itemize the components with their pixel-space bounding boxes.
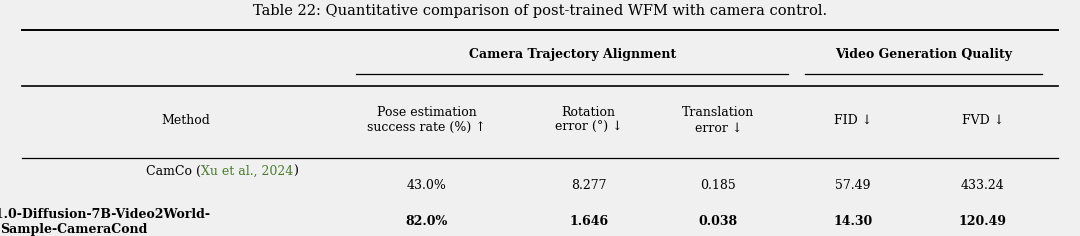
Text: 57.49: 57.49 [836, 179, 870, 192]
Text: Camera Trajectory Alignment: Camera Trajectory Alignment [469, 48, 676, 61]
Text: 1.646: 1.646 [569, 215, 608, 228]
Text: 14.30: 14.30 [834, 215, 873, 228]
Text: 43.0%: 43.0% [407, 179, 446, 192]
Text: Pose estimation
success rate (%) ↑: Pose estimation success rate (%) ↑ [367, 106, 486, 134]
Text: CamCo (: CamCo ( [146, 164, 201, 177]
Text: FID ↓: FID ↓ [834, 114, 873, 127]
Text: Rotation
error (°) ↓: Rotation error (°) ↓ [555, 106, 622, 134]
Text: Cosmos-1.0-Diffusion-7B-Video2World-
Sample-CameraCond: Cosmos-1.0-Diffusion-7B-Video2World- Sam… [0, 208, 211, 236]
Text: Translation
error ↓: Translation error ↓ [683, 106, 754, 134]
Text: 120.49: 120.49 [959, 215, 1007, 228]
Text: 0.185: 0.185 [700, 179, 737, 192]
Text: FVD ↓: FVD ↓ [961, 114, 1004, 127]
Text: Video Generation Quality: Video Generation Quality [835, 48, 1012, 61]
Text: Method: Method [162, 114, 211, 127]
Text: 82.0%: 82.0% [405, 215, 448, 228]
Text: 0.038: 0.038 [699, 215, 738, 228]
Text: 8.277: 8.277 [571, 179, 606, 192]
Text: Xu et al., 2024: Xu et al., 2024 [201, 164, 294, 177]
Text: 433.24: 433.24 [961, 179, 1004, 192]
Text: ): ) [294, 164, 298, 177]
Text: Table 22: Quantitative comparison of post-trained WFM with camera control.: Table 22: Quantitative comparison of pos… [253, 4, 827, 18]
